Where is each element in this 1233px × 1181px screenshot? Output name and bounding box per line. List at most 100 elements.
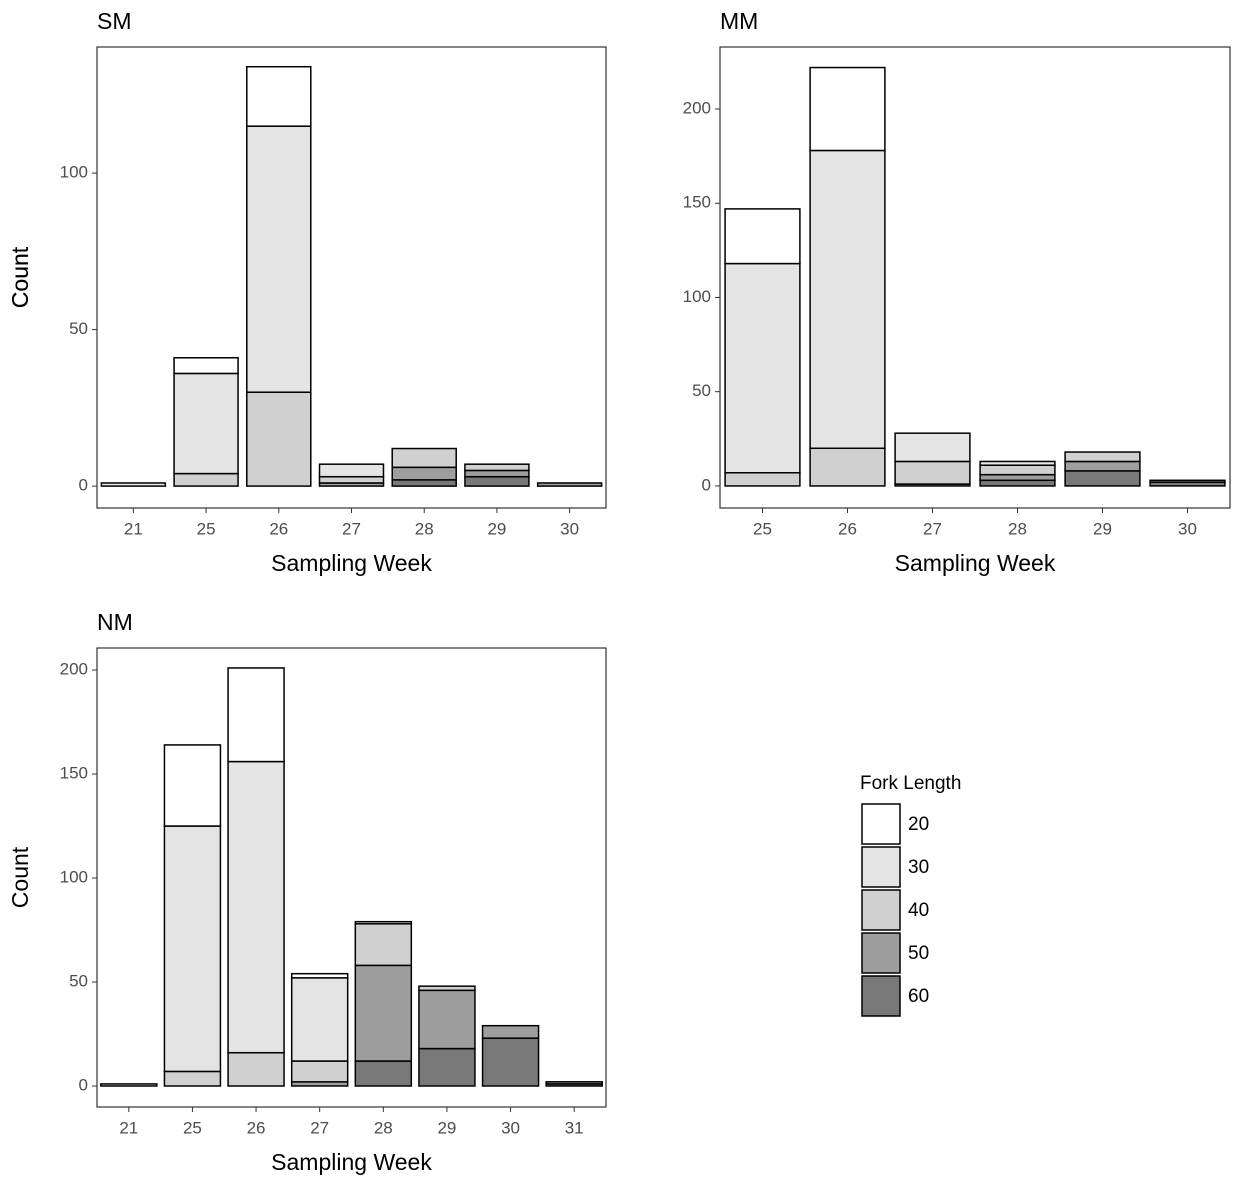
y-axis-title: Count xyxy=(7,246,33,308)
x-tick-label: 29 xyxy=(437,1118,456,1137)
bar-segment xyxy=(290,972,349,979)
bar-segment xyxy=(418,1047,476,1087)
y-tick-label: 50 xyxy=(69,319,88,338)
bar-segment xyxy=(536,482,603,487)
x-tick-label: 25 xyxy=(197,519,216,538)
y-axis-title: Count xyxy=(7,246,33,308)
bar-segment xyxy=(100,482,167,487)
bar-segment xyxy=(227,760,285,1054)
plot-panel xyxy=(719,46,1231,509)
legend-key xyxy=(861,803,901,845)
x-axis-title: Sampling Week xyxy=(271,1149,432,1175)
x-tick-label: 27 xyxy=(310,1118,329,1137)
bar-segment xyxy=(1064,451,1141,463)
bar-segment xyxy=(354,920,413,925)
bar-segment xyxy=(354,923,413,967)
bar-segment xyxy=(173,372,239,475)
x-tick-label: 30 xyxy=(560,519,579,538)
bar-segment xyxy=(979,479,1056,487)
x-axis-title: Sampling Week xyxy=(895,550,1056,576)
bar-segment xyxy=(173,472,239,487)
bar-segment xyxy=(724,262,801,474)
bar-segment xyxy=(481,1024,540,1039)
bar-segment xyxy=(979,464,1056,476)
legend-key xyxy=(861,932,901,974)
bar-segment xyxy=(227,1051,285,1087)
x-tick-label: 28 xyxy=(1008,519,1027,538)
bar-segment xyxy=(979,460,1056,466)
bar-segment xyxy=(1149,479,1226,483)
legend-title: Fork Length xyxy=(860,773,961,794)
bar-segment xyxy=(481,1037,540,1087)
panel-title: MM xyxy=(720,8,758,34)
bar-segment xyxy=(227,667,285,763)
bar-segment xyxy=(1064,460,1141,472)
bar-segment xyxy=(1064,470,1141,487)
x-tick-label: 27 xyxy=(923,519,942,538)
bar-segment xyxy=(894,460,971,485)
legend-label: 50 xyxy=(908,943,929,964)
legend-label: 20 xyxy=(908,814,929,835)
y-tick-label: 0 xyxy=(702,475,711,494)
legend-label: 60 xyxy=(908,986,929,1007)
bar-segment xyxy=(173,357,239,375)
x-tick-label: 31 xyxy=(565,1118,584,1137)
x-tick-label: 29 xyxy=(1093,519,1112,538)
x-tick-label: 29 xyxy=(487,519,506,538)
bar-segment xyxy=(545,1081,603,1085)
x-tick-label: 21 xyxy=(124,519,143,538)
x-tick-label: 25 xyxy=(183,1118,202,1137)
bar-segment xyxy=(464,469,530,478)
x-tick-label: 26 xyxy=(269,519,288,538)
x-tick-label: 30 xyxy=(1178,519,1197,538)
y-tick-label: 0 xyxy=(79,1075,88,1094)
bar-segment xyxy=(290,1060,349,1083)
bar-segment xyxy=(809,447,886,487)
bar-segment xyxy=(163,744,222,827)
x-tick-label: 27 xyxy=(342,519,361,538)
legend-label: 40 xyxy=(908,900,929,921)
bar-segment xyxy=(354,1060,413,1087)
x-tick-label: 28 xyxy=(415,519,434,538)
y-tick-label: 150 xyxy=(683,193,711,212)
x-tick-label: 21 xyxy=(119,1118,138,1137)
y-axis-title: Count xyxy=(7,846,33,908)
x-tick-label: 26 xyxy=(838,519,857,538)
bar-segment xyxy=(809,66,886,152)
x-tick-label: 25 xyxy=(753,519,772,538)
y-tick-label: 100 xyxy=(683,287,711,306)
bar-segment xyxy=(318,463,385,478)
bar-segment xyxy=(290,977,349,1062)
bar-segment xyxy=(979,473,1056,482)
bar-segment xyxy=(464,475,530,487)
x-tick-label: 28 xyxy=(374,1118,393,1137)
legend-key xyxy=(861,889,901,931)
bar-segment xyxy=(418,985,476,992)
bar-segment xyxy=(464,463,530,472)
bar-segment xyxy=(354,964,413,1062)
bar-segment xyxy=(894,432,971,463)
bar-segment xyxy=(391,479,457,487)
bar-segment xyxy=(318,475,385,484)
y-tick-label: 0 xyxy=(79,476,88,495)
bar-segment xyxy=(163,825,222,1073)
bar-segment xyxy=(809,149,886,450)
bar-segment xyxy=(246,391,312,487)
y-tick-label: 150 xyxy=(60,764,88,783)
bar-segment xyxy=(391,466,457,481)
panel-title: NM xyxy=(97,609,133,635)
legend-label: 30 xyxy=(908,857,929,878)
bar-segment xyxy=(418,989,476,1050)
bar-segment xyxy=(100,1083,158,1087)
y-tick-label: 50 xyxy=(692,381,711,400)
bar-segment xyxy=(724,208,801,265)
legend-key xyxy=(861,846,901,888)
y-tick-label: 50 xyxy=(69,971,88,990)
y-tick-label: 100 xyxy=(60,868,88,887)
x-tick-label: 26 xyxy=(247,1118,266,1137)
bar-segment xyxy=(724,472,801,487)
panel-title: SM xyxy=(97,8,132,34)
x-tick-label: 30 xyxy=(501,1118,520,1137)
bar-segment xyxy=(163,1070,222,1087)
